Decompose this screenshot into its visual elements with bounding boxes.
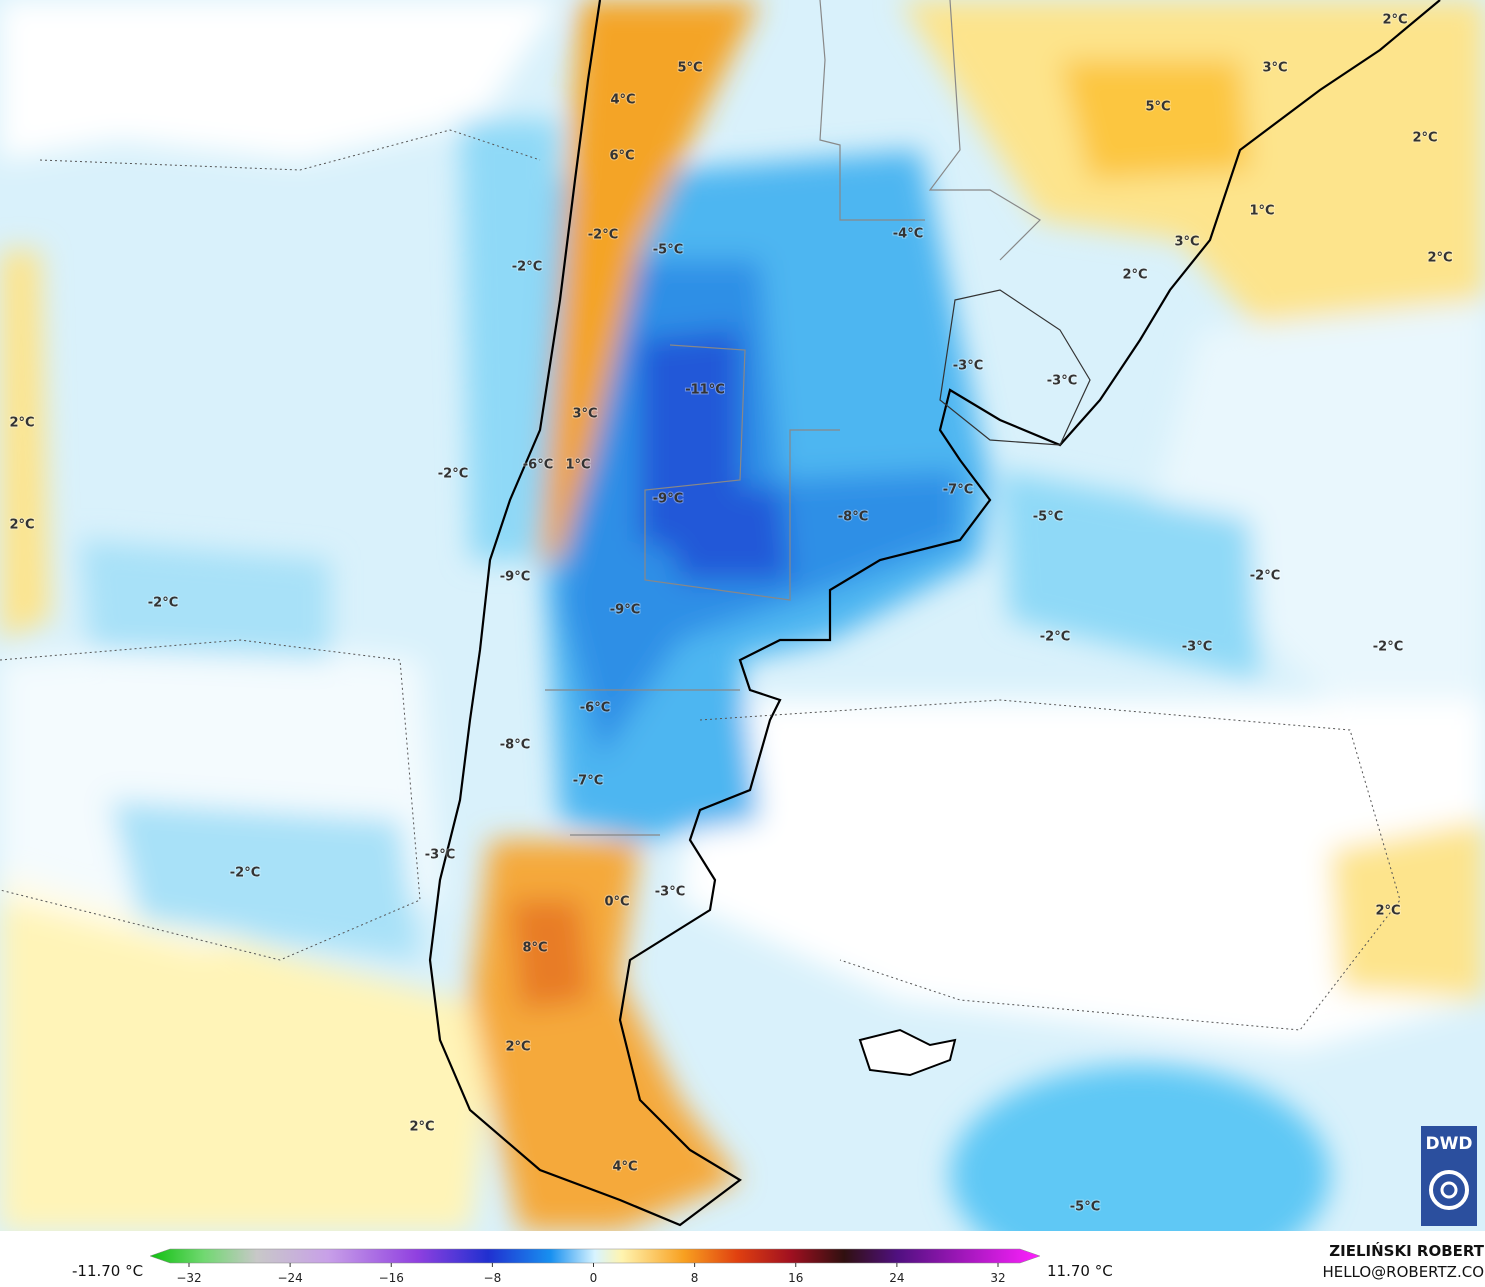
temperature-label: 2°C (1382, 13, 1407, 28)
temperature-label: -5°C (1070, 1200, 1100, 1215)
colorbar-ticks: −32 −24 −16 −8 0 8 16 24 32 (176, 1263, 1006, 1285)
logo-text: DWD (1426, 1134, 1473, 1154)
colorbar-tick-label: −24 (277, 1271, 302, 1285)
temperature-label: 2°C (409, 1120, 434, 1135)
temperature-label: 2°C (505, 1040, 530, 1055)
colorbar-tick-label: 0 (590, 1271, 598, 1285)
temperature-label: -8°C (838, 510, 868, 525)
island (858, 1028, 957, 1077)
colorbar (149, 1248, 1041, 1264)
temperature-label: 0°C (604, 895, 629, 910)
temperature-label: -2°C (512, 260, 542, 275)
temperature-label: 2°C (1122, 268, 1147, 283)
temperature-label: -3°C (1182, 640, 1212, 655)
temperature-label: 8°C (522, 941, 547, 956)
colorbar-min: -11.70 °C (72, 1262, 143, 1280)
temperature-label: 4°C (610, 93, 635, 108)
temperature-label: -2°C (438, 467, 468, 482)
temperature-label: 1°C (1249, 204, 1274, 219)
temperature-label: -9°C (653, 492, 683, 507)
temperature-label: -6°C (523, 458, 553, 473)
logo: DWD (1421, 1126, 1477, 1226)
temperature-label: 3°C (1174, 235, 1199, 250)
temperature-label: -2°C (230, 866, 260, 881)
colorbar-tick-label: −16 (379, 1271, 404, 1285)
temperature-label: -7°C (943, 483, 973, 498)
temperature-label: 2°C (9, 518, 34, 533)
temperature-label: 2°C (1375, 904, 1400, 919)
temperature-label: -9°C (500, 570, 530, 585)
temperature-label: -2°C (1373, 640, 1403, 655)
temperature-label: -2°C (148, 596, 178, 611)
temperature-label: 6°C (609, 149, 634, 164)
temperature-labels: 2°C 3°C 5°C 2°C 1°C 3°C 2°C 2°C 5°C 4°C 6°C -2°C -5°… (8, 12, 1453, 1216)
temperature-label: -2°C (588, 228, 618, 243)
contours (0, 129, 1401, 1031)
temperature-label: -3°C (655, 885, 685, 900)
colorbar-max: 11.70 °C (1047, 1262, 1113, 1280)
colorbar-tick-label: 24 (889, 1271, 904, 1285)
temperature-label: -6°C (580, 701, 610, 716)
temperature-label: -11°C (685, 383, 725, 398)
temperature-label: 2°C (1412, 131, 1437, 146)
colorbar-tick-label: 32 (990, 1271, 1005, 1285)
temperature-label: 5°C (1145, 100, 1170, 115)
temperature-label: 2°C (1427, 251, 1452, 266)
temperature-label: -5°C (653, 243, 683, 258)
coastline (428, 0, 1441, 1227)
temperature-label: -2°C (1250, 569, 1280, 584)
contact: HELLO@ROBERTZ.CO (1322, 1263, 1484, 1281)
temperature-label: -4°C (893, 227, 923, 242)
colorbar-tick-label: 16 (788, 1271, 803, 1285)
colorbar-tick-label: −8 (484, 1271, 502, 1285)
colorbar-tick-label: 8 (691, 1271, 699, 1285)
temperature-label: -9°C (610, 603, 640, 618)
temperature-label: 1°C (565, 458, 590, 473)
temperature-label: 3°C (1262, 61, 1287, 76)
temperature-label: -3°C (425, 848, 455, 863)
colorbar-tick-label: −32 (176, 1271, 201, 1285)
temperature-label: 5°C (677, 61, 702, 76)
temperature-label: -2°C (1040, 630, 1070, 645)
author: ZIELIŃSKI ROBERT (1329, 1241, 1484, 1260)
temperature-label: 4°C (612, 1160, 637, 1175)
temperature-label: 3°C (572, 407, 597, 422)
borders (545, 0, 1091, 836)
temperature-label: -3°C (1047, 374, 1077, 389)
temperature-label: -7°C (573, 774, 603, 789)
temperature-label: -8°C (500, 738, 530, 753)
temperature-label: 2°C (9, 416, 34, 431)
temperature-label: -3°C (953, 359, 983, 374)
temperature-label: -5°C (1033, 510, 1063, 525)
